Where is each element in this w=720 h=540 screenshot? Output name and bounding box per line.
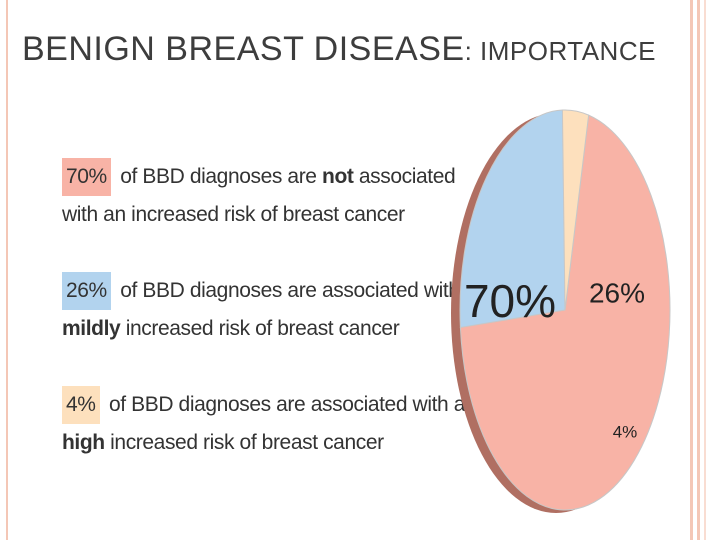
pie-label-4pct: 4% bbox=[613, 422, 638, 441]
legend-text: of BBD diagnoses are associated with a bbox=[114, 279, 477, 302]
legend-text-bold: mildly bbox=[62, 317, 121, 340]
pie-label-70pct: 70% bbox=[464, 275, 556, 327]
legend-text-bold: high bbox=[62, 431, 105, 454]
pie-chart: 70% 26% 4% bbox=[451, 109, 671, 513]
frame-right-border-outer bbox=[704, 0, 706, 540]
legend-item-4: 4% of BBD diagnoses are associated with … bbox=[62, 386, 465, 464]
slide-title: BENIGN BREAST DISEASE: IMPORTANCE bbox=[22, 30, 656, 69]
legend-text: of BBD diagnoses are associated with a bbox=[103, 393, 466, 416]
pie-slice-70pct bbox=[459, 114, 671, 511]
legend-pct-70: 70% bbox=[62, 158, 111, 196]
legend-text: increased risk of breast cancer bbox=[104, 431, 384, 454]
frame-right-border bbox=[690, 0, 693, 540]
legend-text: with an increased risk of breast cancer bbox=[62, 203, 405, 226]
frame-right-border-inner bbox=[697, 0, 700, 540]
legend-pct-26: 26% bbox=[62, 272, 111, 310]
slide-title-sub: : IMPORTANCE bbox=[464, 36, 656, 66]
legend-pct-4: 4% bbox=[62, 386, 100, 424]
frame-left-border bbox=[6, 0, 8, 540]
legend: 70% of BBD diagnoses are not associated … bbox=[62, 158, 477, 500]
legend-text: of BBD diagnoses are bbox=[114, 165, 323, 188]
legend-item-70: 70% of BBD diagnoses are not associated … bbox=[62, 158, 456, 236]
pie-slice-26pct bbox=[459, 109, 566, 329]
legend-text: associated bbox=[353, 165, 456, 188]
slide-title-main: BENIGN BREAST DISEASE bbox=[22, 30, 465, 68]
pie-slice-4pct bbox=[561, 109, 590, 311]
pie-label-26pct: 26% bbox=[589, 277, 645, 308]
legend-item-26: 26% of BBD diagnoses are associated with… bbox=[62, 272, 477, 350]
legend-text: increased risk of breast cancer bbox=[120, 317, 400, 340]
legend-text-bold: not bbox=[322, 165, 354, 188]
